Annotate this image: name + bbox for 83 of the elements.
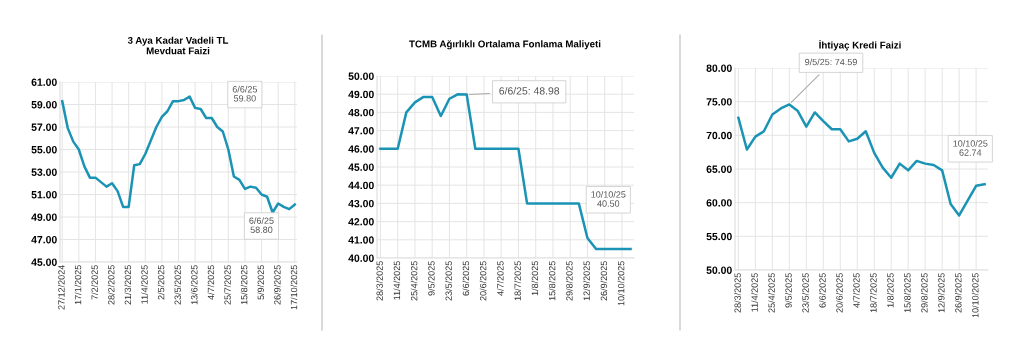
x-tick-label: 23/5/2025 — [445, 261, 452, 301]
annotation: 6/6/25: 48.98 — [499, 86, 560, 95]
x-tick-label: 11/4/2025 — [751, 273, 758, 312]
y-tick-label: 59.00 — [31, 101, 57, 109]
x-tick-label: 28/3/2025 — [734, 273, 741, 313]
y-tick-label: 43.00 — [348, 199, 374, 208]
x-tick-label: 25/4/2025 — [410, 261, 418, 301]
y-tick-label: 65.00 — [706, 165, 732, 173]
x-tick-label: 6/6/2025 — [819, 273, 826, 308]
y-tick-label: 57.00 — [31, 123, 57, 131]
x-tick-label: 2/5/2025 — [157, 265, 165, 300]
annotation: 9/5/25: 74.59 — [805, 58, 857, 66]
x-tick-label: 20/6/2025 — [836, 273, 843, 313]
chart-title: 3 Aya Kadar Vadeli TL Mevduat Faizi — [127, 36, 229, 55]
y-tick-label: 53.00 — [31, 168, 57, 176]
x-tick-label: 7/2/2025 — [91, 265, 98, 300]
x-tick-label: 26/9/2025 — [954, 273, 962, 313]
x-tick-label: 9/5/2025 — [427, 261, 435, 296]
x-tick-label: 18/7/2025 — [514, 261, 521, 301]
y-tick-label: 75.00 — [706, 98, 732, 106]
x-tick-label: 4/7/2025 — [496, 261, 504, 296]
annotation: 6/6/25 59.80 — [232, 85, 258, 102]
y-tick-label: 55.00 — [31, 146, 57, 154]
x-tick-label: 18/7/2025 — [870, 273, 877, 313]
x-tick-label: 11/4/2025 — [141, 265, 148, 304]
y-tick-label: 49.00 — [31, 213, 57, 221]
x-tick-label: 4/7/2025 — [853, 273, 860, 308]
y-tick-label: 47.00 — [31, 236, 57, 244]
y-tick-label: 45.00 — [348, 163, 374, 171]
annotation: 10/10/25 40.50 — [591, 191, 626, 207]
x-tick-label: 6/6/2025 — [462, 261, 470, 296]
x-tick-label: 25/4/2025 — [768, 273, 775, 313]
annotation: 6/6/25 58.80 — [249, 217, 274, 233]
x-tick-label: 5/9/2025 — [257, 265, 264, 300]
x-tick-label: 12/9/2025 — [583, 261, 590, 301]
y-tick-label: 48.00 — [348, 108, 374, 117]
x-tick-label: 17/10/2025 — [290, 265, 298, 310]
x-tick-label: 29/8/2025 — [565, 261, 573, 301]
x-tick-label: 1/8/2025 — [887, 273, 894, 308]
chart-title: TCMB Ağırlıklı Ortalama Fonlama Maliyeti — [409, 40, 601, 50]
x-tick-label: 29/8/2025 — [920, 273, 928, 313]
x-tick-label: 10/10/2025 — [617, 261, 625, 306]
x-tick-label: 11/4/2025 — [393, 261, 401, 300]
x-tick-label: 27/12/2024 — [58, 265, 65, 310]
x-tick-label: 28/2/2025 — [107, 265, 115, 305]
x-tick-label: 26/9/2025 — [600, 261, 608, 301]
y-tick-label: 50.00 — [706, 266, 732, 274]
y-tick-label: 42.00 — [348, 218, 374, 226]
y-tick-label: 49.00 — [348, 90, 374, 99]
y-tick-label: 51.00 — [31, 191, 57, 199]
y-tick-label: 47.00 — [348, 127, 374, 135]
y-tick-label: 46.00 — [348, 145, 374, 153]
x-tick-label: 26/9/2025 — [273, 265, 281, 305]
annotation: 10/10/25 62.74 — [953, 140, 988, 156]
x-tick-label: 23/5/2025 — [174, 265, 181, 305]
x-tick-label: 20/6/2025 — [479, 261, 487, 301]
y-tick-label: 70.00 — [706, 131, 732, 140]
x-tick-label: 15/8/2025 — [240, 265, 248, 305]
y-tick-label: 50.00 — [348, 72, 374, 80]
y-tick-label: 41.00 — [348, 236, 374, 244]
line-series — [737, 103, 986, 217]
x-tick-label: 21/3/2025 — [124, 265, 132, 305]
y-tick-label: 40.00 — [348, 254, 374, 262]
x-tick-label: 12/9/2025 — [937, 273, 945, 313]
x-tick-label: 9/5/2025 — [785, 273, 792, 308]
chart-title: İhtiyaç Kredi Faizi — [819, 40, 901, 51]
x-tick-label: 10/10/2025 — [971, 273, 979, 318]
x-tick-label: 17/1/2025 — [74, 265, 82, 305]
x-tick-label: 25/7/2025 — [224, 265, 231, 305]
x-tick-label: 15/8/2025 — [903, 273, 911, 313]
x-tick-label: 28/3/2025 — [376, 261, 383, 301]
x-tick-label: 15/8/2025 — [548, 261, 556, 301]
x-tick-label: 23/5/2025 — [802, 273, 809, 313]
y-tick-label: 44.00 — [348, 181, 374, 190]
y-tick-label: 45.00 — [31, 258, 57, 266]
y-tick-label: 61.00 — [31, 78, 57, 86]
y-tick-label: 55.00 — [706, 232, 732, 241]
x-tick-label: 1/8/2025 — [531, 261, 539, 296]
x-tick-label: 4/7/2025 — [207, 265, 215, 300]
line-series — [60, 95, 297, 214]
x-tick-label: 13/6/2025 — [190, 265, 198, 305]
y-tick-label: 80.00 — [706, 64, 732, 72]
y-tick-label: 60.00 — [706, 199, 732, 207]
